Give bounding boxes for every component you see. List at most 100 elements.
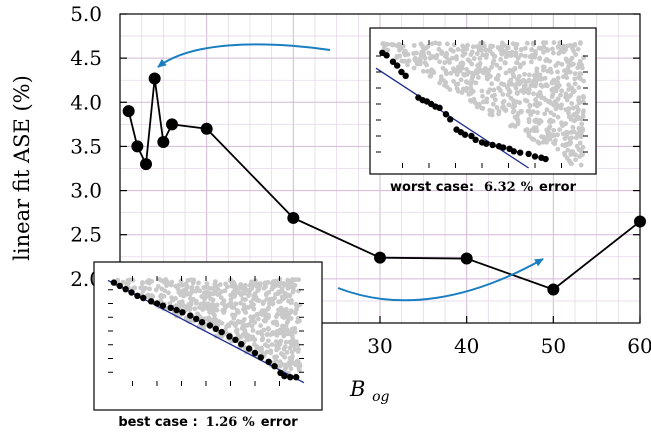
cloud-point	[471, 56, 477, 61]
cloud-point	[580, 99, 585, 105]
cloud-point	[550, 91, 556, 97]
cloud-point	[411, 43, 417, 48]
inset-point	[173, 306, 180, 314]
cloud-point	[269, 286, 275, 292]
cloud-point	[510, 41, 516, 47]
cloud-point	[572, 42, 578, 48]
cloud-point	[256, 298, 262, 304]
cloud-point	[145, 292, 151, 298]
cloud-point	[514, 116, 520, 122]
cloud-point	[487, 46, 493, 52]
data-point	[166, 118, 178, 131]
cloud-point	[544, 56, 550, 62]
cloud-point	[522, 97, 528, 103]
cloud-point	[401, 50, 407, 56]
cloud-point	[261, 327, 267, 333]
cloud-point	[555, 114, 561, 120]
cloud-point	[241, 288, 247, 294]
main-tick-labels: 2.02.53.03.54.04.55.030 40 50 60	[70, 2, 651, 358]
cloud-point	[580, 94, 586, 99]
cloud-point	[447, 87, 453, 92]
cloud-point	[281, 333, 287, 339]
cloud-point	[233, 301, 239, 307]
cloud-point	[433, 55, 439, 61]
cloud-point	[526, 116, 532, 122]
cloud-point	[571, 118, 577, 124]
inset-point	[442, 111, 450, 118]
cloud-point	[480, 99, 486, 105]
cloud-point	[549, 46, 555, 52]
cloud-point	[149, 278, 155, 284]
cloud-point	[513, 85, 519, 91]
cloud-point	[280, 352, 286, 358]
cloud-point	[261, 299, 266, 305]
cloud-point	[414, 61, 420, 67]
best-caption-prefix: best case :	[118, 415, 197, 430]
cloud-point	[484, 99, 490, 105]
cloud-point	[164, 283, 169, 289]
data-point	[374, 251, 386, 264]
cloud-point	[537, 89, 543, 95]
cloud-point	[539, 134, 544, 140]
cloud-point	[554, 81, 559, 87]
cloud-point	[264, 332, 270, 338]
cloud-point	[284, 313, 289, 318]
cloud-point	[167, 301, 173, 306]
cloud-point	[416, 58, 422, 63]
cloud-point	[514, 41, 520, 47]
cloud-point	[496, 72, 501, 78]
cloud-point	[476, 103, 482, 108]
cloud-point	[189, 286, 195, 292]
cloud-point	[495, 77, 501, 82]
cloud-point	[291, 343, 297, 348]
inset-point	[245, 345, 253, 352]
cloud-point	[491, 58, 497, 64]
inset-point	[257, 354, 265, 361]
cloud-point	[533, 97, 538, 102]
inset-best-case-ticks	[108, 276, 304, 386]
cloud-point	[565, 66, 571, 72]
cloud-point	[219, 289, 224, 295]
cloud-point	[254, 345, 260, 351]
cloud-point	[484, 52, 490, 58]
cloud-point	[289, 298, 294, 303]
cloud-point	[475, 75, 481, 80]
cloud-point	[264, 291, 269, 297]
cloud-point	[469, 77, 474, 83]
cloud-point	[569, 55, 575, 61]
cloud-point	[575, 46, 581, 52]
cloud-point	[269, 342, 275, 347]
cloud-point	[465, 42, 471, 48]
data-point	[131, 140, 144, 153]
cloud-point	[188, 277, 194, 283]
cloud-point	[467, 58, 473, 64]
cloud-point	[577, 71, 583, 76]
cloud-point	[477, 56, 483, 61]
inset-best-case-caption: best case : 1.26 % error	[118, 413, 298, 430]
cloud-point	[242, 328, 248, 334]
cloud-point	[521, 85, 527, 91]
inset-point	[193, 315, 200, 323]
cloud-point	[509, 49, 515, 55]
cloud-point	[487, 107, 493, 113]
cloud-point	[179, 282, 185, 288]
cloud-point	[578, 162, 584, 168]
cloud-point	[527, 54, 533, 60]
cloud-point	[394, 55, 400, 61]
cloud-point	[563, 47, 568, 53]
cloud-point	[198, 301, 204, 307]
cloud-point	[498, 57, 504, 62]
inset-point	[292, 374, 300, 381]
cloud-point	[495, 45, 501, 50]
cloud-point	[420, 50, 426, 55]
cloud-point	[518, 109, 524, 115]
cloud-point	[244, 335, 249, 340]
cloud-point	[496, 108, 502, 114]
x-tick-label: 30	[367, 334, 392, 358]
cloud-point	[402, 58, 408, 64]
cloud-point	[381, 45, 387, 51]
cloud-point	[517, 100, 523, 105]
cloud-point	[132, 285, 137, 291]
cloud-point	[225, 322, 231, 328]
cloud-point	[228, 303, 234, 309]
